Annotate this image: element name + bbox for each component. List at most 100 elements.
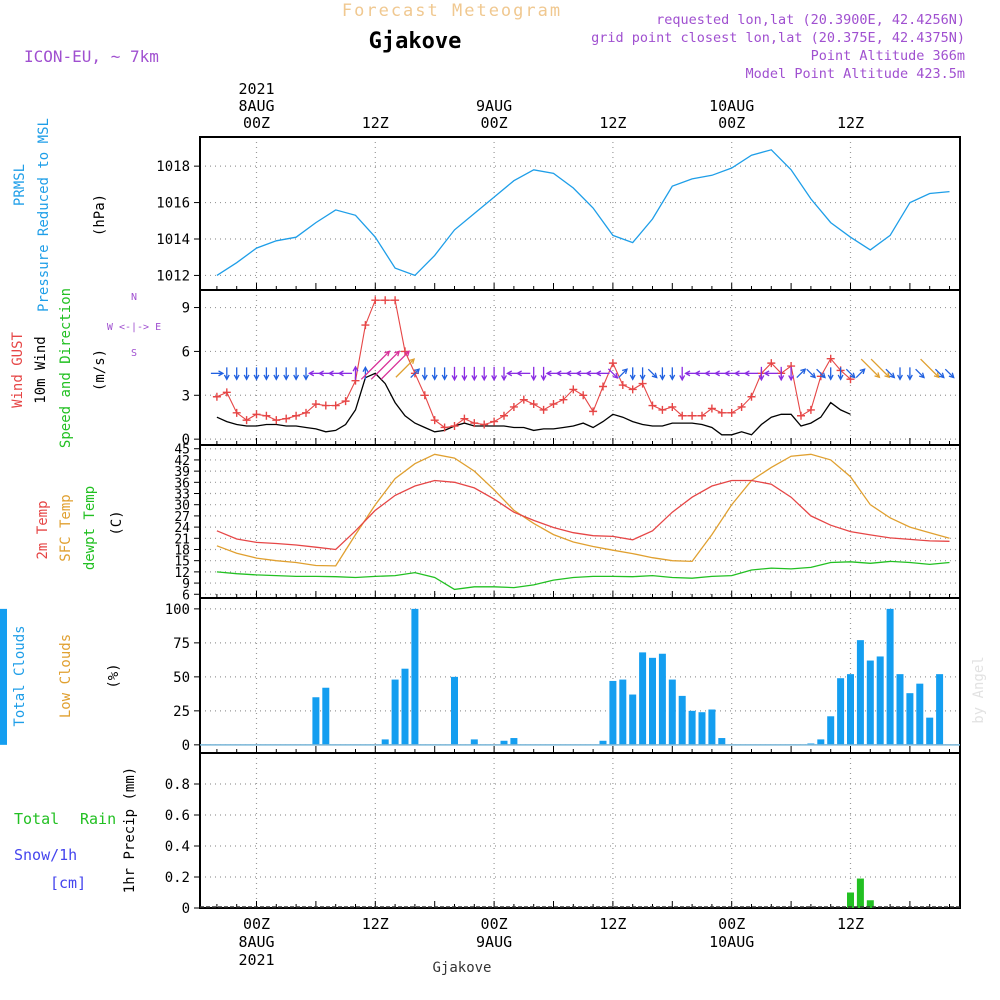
wind-gust-marker xyxy=(698,411,706,420)
panel-frame xyxy=(199,752,961,909)
cloud-bar xyxy=(926,717,934,745)
wind-gust-marker xyxy=(707,404,716,413)
wind-gust-marker xyxy=(826,354,835,363)
time-label-top: 12Z xyxy=(837,114,864,132)
cloud-bar xyxy=(847,674,854,745)
time-label-top: 2021 xyxy=(238,80,274,98)
wind-gust-marker xyxy=(806,405,815,414)
wind-arrow-head xyxy=(694,370,701,377)
wind-gust-marker xyxy=(222,388,231,397)
wind-gust-marker xyxy=(549,400,558,409)
wind-direction-arrow xyxy=(796,368,806,379)
wind-direction-arrow xyxy=(816,368,826,379)
wind-arrow-head xyxy=(409,358,416,365)
wind-gust-marker xyxy=(638,379,647,388)
wind-gust-marker xyxy=(658,405,667,414)
wind-arrow-head xyxy=(540,375,547,382)
wind-arrow-head xyxy=(810,372,817,379)
model-label: ICON-EU, ~ 7km xyxy=(24,47,159,66)
cloud-bar xyxy=(619,679,627,745)
time-label-bottom: 00Z xyxy=(718,915,745,933)
wind-arrow-head xyxy=(352,365,359,372)
clouds-panel: 0 25 50 75 100 xyxy=(0,597,961,754)
footer-location: Gjakove xyxy=(432,960,491,976)
y-tick-label: 1018 xyxy=(156,159,190,175)
pressure-line xyxy=(216,149,950,277)
cloud-bar xyxy=(827,716,835,745)
time-label-bottom: 12Z xyxy=(837,915,864,933)
wind-arrow-head xyxy=(595,370,602,377)
wind-gust-marker xyxy=(767,359,776,368)
wind-arrow-head xyxy=(303,374,309,381)
cloud-bar xyxy=(500,740,508,745)
wind-arrow-head xyxy=(884,372,891,379)
wind-arrow-head xyxy=(651,372,658,379)
wind-gust-marker xyxy=(559,395,568,404)
wind-arrow-head xyxy=(874,372,881,379)
wind-10m-line xyxy=(216,372,851,436)
rain-bar xyxy=(866,900,874,908)
cloud-bar xyxy=(658,653,666,745)
cloud-bar xyxy=(322,687,330,745)
cloud-bar xyxy=(688,710,696,745)
time-label-top: 12Z xyxy=(599,114,626,132)
wind-gust-marker xyxy=(331,401,340,410)
y-tick-label: 12 xyxy=(174,566,190,581)
wind-gust-marker xyxy=(450,421,459,430)
wind-arrow-head xyxy=(612,372,619,379)
cloud-bar xyxy=(906,693,914,745)
wind-arrow-head xyxy=(859,368,866,375)
cloud-bar xyxy=(896,674,904,745)
wind-gust-marker xyxy=(519,395,528,404)
temp-unit: (C) xyxy=(109,510,125,535)
wind-gust-marker xyxy=(212,392,221,401)
wind-arrow-head xyxy=(273,374,280,381)
wind-gust-marker xyxy=(371,296,380,305)
compass-we: W <-|-> E xyxy=(107,322,161,333)
tsfc-label: SFC Temp xyxy=(58,494,74,561)
y-tick-label: 21 xyxy=(174,532,190,547)
wind-gust-marker xyxy=(628,385,637,394)
wind-arrow-head xyxy=(778,375,785,382)
precip-axis-label: 1hr Precip (mm) xyxy=(122,767,138,893)
wind-gust-marker xyxy=(232,408,241,417)
compass-south: S xyxy=(131,348,137,359)
wind-gust-marker xyxy=(420,391,429,400)
wind-arrow-head xyxy=(243,374,250,381)
cloud-bar xyxy=(411,608,419,745)
wind-arrow-head xyxy=(451,375,458,382)
wind-arrow-head xyxy=(669,374,676,381)
wind-gust-marker xyxy=(737,402,746,411)
wind-direction-arrow xyxy=(395,358,415,378)
cloud-bar xyxy=(698,712,706,745)
y-tick-label: 1012 xyxy=(156,268,190,284)
wind-arrow-head xyxy=(471,375,478,382)
y-tick-label: 27 xyxy=(174,510,190,525)
wind-arrow-head xyxy=(327,370,334,377)
wind-arrow-head xyxy=(575,370,582,377)
wind-gust-marker xyxy=(262,411,271,420)
time-label-top: 10AUG xyxy=(709,97,754,115)
wind-arrow-head xyxy=(501,375,507,382)
wind-arrow-head xyxy=(384,350,391,357)
wind-arrow-head xyxy=(362,365,369,373)
wind-arrow-head xyxy=(218,370,225,377)
y-tick-label: 0.4 xyxy=(165,839,190,855)
y-tick-label: 0.8 xyxy=(165,777,190,793)
wind-arrow-head xyxy=(481,375,488,382)
y-tick-label: 25 xyxy=(173,704,190,720)
y-tick-label: 42 xyxy=(174,454,190,469)
wind-direction-arrow xyxy=(915,368,925,379)
time-label-bottom: 10AUG xyxy=(709,933,754,951)
wind-arrow-head xyxy=(585,370,592,377)
wind-arrow-head xyxy=(919,372,925,379)
cloud-bar xyxy=(856,640,864,745)
meteogram-title: Forecast Meteogram xyxy=(342,1,562,21)
t2m-line xyxy=(216,479,950,551)
wind-gust-marker xyxy=(440,423,449,432)
wind-gust-marker xyxy=(252,410,261,419)
y-tick-label: 36 xyxy=(174,476,190,491)
wind-arrow-head xyxy=(421,374,428,381)
wind-gust-label: Wind GUST xyxy=(10,332,26,408)
